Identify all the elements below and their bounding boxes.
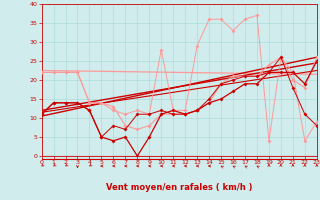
Text: Vent moyen/en rafales ( km/h ): Vent moyen/en rafales ( km/h ): [106, 184, 252, 192]
